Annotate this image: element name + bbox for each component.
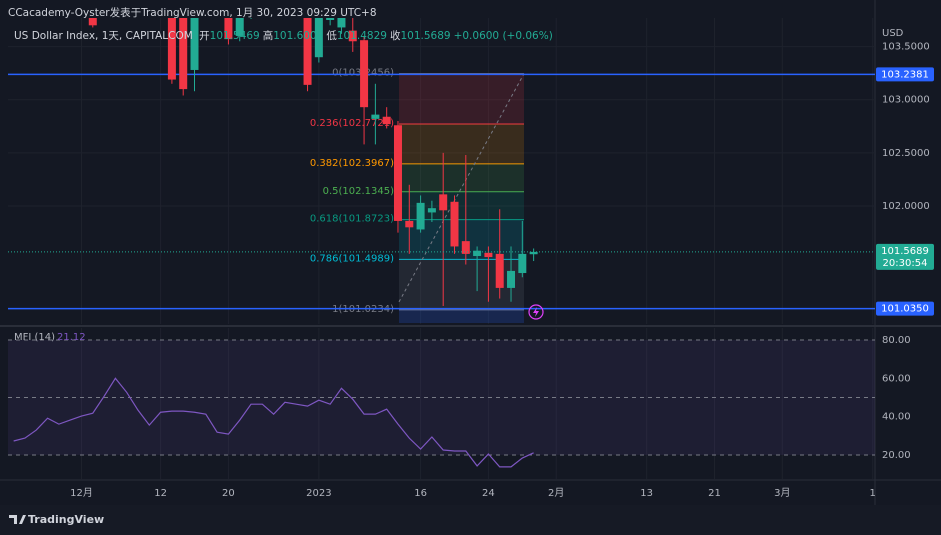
currency-label: USD — [882, 28, 904, 39]
indicator-value: 21.12 — [57, 332, 86, 343]
y-tick-label: 103.5000 — [882, 42, 930, 53]
ohlc-value: 101.6009 — [273, 30, 324, 42]
candle-body — [439, 194, 448, 211]
candle-body — [235, 18, 244, 36]
y-tick-label: 102.0000 — [882, 201, 930, 212]
axes: 12月 12 20 2023 16 24 2月 13 21 3月 1 103.5000 103.0000… — [57, 42, 934, 499]
ohlc-value: 101.4829 — [336, 30, 387, 42]
fib-trend — [398, 73, 525, 303]
candle-body — [348, 30, 357, 42]
price-label-bg — [876, 301, 934, 316]
ohlc-key: 高 — [262, 30, 274, 42]
candle-body — [393, 125, 402, 221]
x-tick-label: 16 — [414, 488, 427, 499]
ohlc-key: 开 — [199, 30, 210, 42]
x-tick-label: 2月 — [548, 487, 564, 499]
candle-body — [484, 252, 493, 258]
candle-body — [518, 253, 527, 274]
x-tick-label: 3月 — [774, 487, 790, 499]
candle-body — [371, 114, 380, 119]
fib-label: 0.618(101.8723) — [310, 214, 394, 225]
candle-body — [179, 18, 188, 90]
fib-zone — [399, 259, 524, 310]
x-tick-label: 12月 — [70, 487, 93, 499]
ohlc-value: 101.5469 — [209, 30, 260, 42]
x-tick-label: 1 — [870, 488, 876, 499]
candle-body — [326, 18, 335, 20]
candle-body — [382, 116, 391, 125]
mfi-pane — [8, 328, 875, 479]
candle-body — [461, 241, 470, 254]
candle-body — [190, 18, 199, 70]
price-label: 101.0350 — [881, 304, 929, 315]
legend: US Dollar Index, 1天, CAPITALCOM 开101.546… — [14, 28, 556, 43]
y-tick-label: 60.00 — [882, 373, 911, 384]
last-price-bg — [876, 243, 934, 270]
event-icon-bolt — [533, 307, 539, 317]
candle-body — [303, 18, 312, 85]
candle-body — [224, 18, 233, 40]
event-icon[interactable] — [528, 304, 544, 320]
x-tick-label: 21 — [708, 488, 721, 499]
fib-zone — [399, 73, 524, 124]
background — [0, 0, 941, 505]
candle-body — [427, 208, 436, 213]
fib-label: 0.236(102.7721) — [310, 118, 394, 129]
candle-body — [360, 40, 369, 108]
x-tick-label: 12 — [154, 488, 167, 499]
footer-bg — [0, 505, 941, 535]
brand-logo — [9, 515, 26, 524]
candle-body — [337, 18, 346, 28]
candle-body — [495, 253, 504, 288]
header-title: CCacademy-Oyster发表于TradingView.com, 1月 3… — [8, 7, 377, 19]
y-tick-label: 20.00 — [882, 450, 911, 461]
candle-body — [529, 251, 538, 255]
y-tick-label: 40.00 — [882, 412, 911, 423]
candle-body — [473, 250, 482, 257]
price-pane: 0(103.2456)0.236(102.7721)0.382(102.3967… — [8, 18, 875, 324]
x-tick-label: 24 — [482, 488, 495, 499]
last-price-label: 101.5689 — [881, 246, 929, 257]
brand: TradingView — [28, 513, 104, 526]
candle-body — [314, 18, 323, 58]
change: +0.0600 (+0.06%) — [453, 30, 553, 42]
fib-zone — [399, 163, 524, 192]
y-tick-label: 102.5000 — [882, 148, 930, 159]
symbol: US Dollar Index, 1天, CAPITALCOM — [14, 30, 193, 42]
candle-body — [416, 202, 425, 230]
candle-body — [450, 201, 459, 247]
x-tick-label: 20 — [222, 488, 235, 499]
countdown: 20:30:54 — [883, 258, 928, 269]
x-tick-label: 13 — [640, 488, 653, 499]
ohlc-value: 101.5689 — [400, 30, 451, 42]
candle-body — [88, 18, 97, 26]
series-line — [13, 377, 534, 468]
y-tick-label: 80.00 — [882, 335, 911, 346]
fib-zone — [399, 123, 524, 164]
ohlc-key: 收 — [389, 30, 401, 42]
candle-body — [405, 220, 414, 228]
fib-label: 0.382(102.3967) — [310, 158, 394, 169]
candle-body — [507, 270, 516, 288]
fib-label: 0.5(102.1345) — [323, 186, 395, 197]
price-label-bg — [876, 67, 934, 82]
candle-body — [167, 18, 176, 80]
ohlc-key: 低 — [326, 30, 337, 42]
fib-label: 0.786(101.4989) — [310, 253, 394, 264]
y-tick-label: 103.0000 — [882, 95, 930, 106]
indicator-title: MFI (14) — [14, 332, 55, 343]
fib-extension — [399, 309, 524, 323]
price-label: 103.2381 — [881, 69, 929, 80]
x-tick-label: 2023 — [306, 488, 331, 499]
